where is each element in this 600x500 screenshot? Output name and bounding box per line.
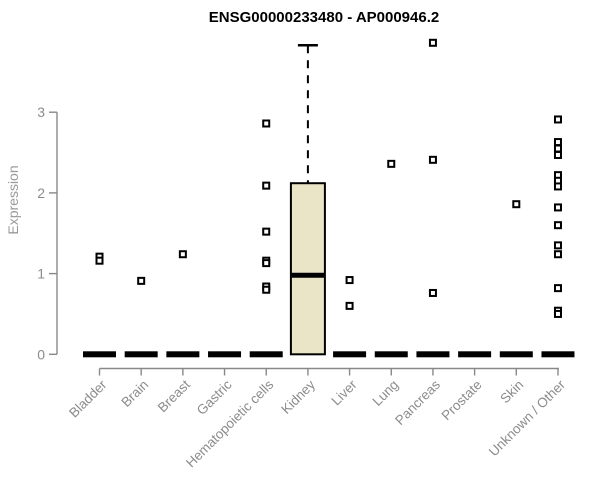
x-tick-label: Kidney — [278, 377, 318, 417]
x-tick-label: Lung — [370, 377, 402, 409]
y-tick-label: 2 — [37, 185, 45, 201]
outlier-point — [553, 150, 562, 159]
outlier-point — [553, 250, 562, 259]
outlier-point — [262, 259, 271, 268]
outlier-point — [553, 221, 562, 230]
collapsed-box — [333, 351, 367, 358]
outlier-point — [137, 276, 146, 285]
chart-title: ENSG00000233480 - AP000946.2 — [208, 9, 440, 26]
collapsed-box — [208, 351, 242, 358]
outlier-point — [553, 144, 562, 153]
collapsed-box — [374, 351, 408, 358]
collapsed-box — [249, 351, 283, 358]
outlier-point — [553, 309, 562, 318]
outlier-point — [387, 159, 396, 168]
x-tick-label: Pancreas — [392, 377, 443, 428]
outlier-point — [345, 276, 354, 285]
collapsed-box — [499, 351, 533, 358]
outlier-point — [553, 203, 562, 212]
outlier-point — [553, 115, 562, 124]
collapsed-box — [541, 351, 575, 358]
box — [289, 182, 326, 356]
outlier-point — [178, 250, 187, 259]
collapsed-box — [83, 351, 116, 358]
collapsed-box — [458, 351, 492, 358]
outlier-point — [345, 301, 354, 310]
y-tick-label: 1 — [37, 266, 45, 282]
outlier-point — [428, 155, 437, 164]
collapsed-box — [416, 351, 450, 358]
outlier-point — [262, 119, 271, 128]
x-tick-label: Brain — [118, 377, 151, 410]
outlier-point — [553, 284, 562, 293]
outlier-point — [428, 38, 437, 47]
outlier-point — [262, 181, 271, 190]
outlier-point — [262, 227, 271, 236]
x-tick-label: Bladder — [66, 377, 110, 421]
outlier-point — [428, 288, 437, 297]
x-tick-label: Gastric — [194, 377, 235, 418]
x-tick-label: Prostate — [439, 377, 485, 423]
collapsed-box — [166, 351, 200, 358]
outlier-point — [262, 285, 271, 294]
x-tick-label: Unknown / Other — [486, 377, 569, 460]
x-tick-label: Breast — [155, 377, 193, 415]
y-tick-label: 3 — [37, 104, 45, 120]
outlier-point — [553, 182, 562, 191]
outlier-point — [512, 200, 521, 209]
collapsed-box — [124, 351, 158, 358]
outlier-point — [553, 241, 562, 250]
outlier-point — [95, 256, 104, 265]
y-tick-label: 0 — [37, 346, 45, 362]
x-tick-label: Skin — [497, 377, 526, 406]
x-tick-label: Liver — [328, 377, 360, 409]
outlier-point — [553, 138, 562, 147]
